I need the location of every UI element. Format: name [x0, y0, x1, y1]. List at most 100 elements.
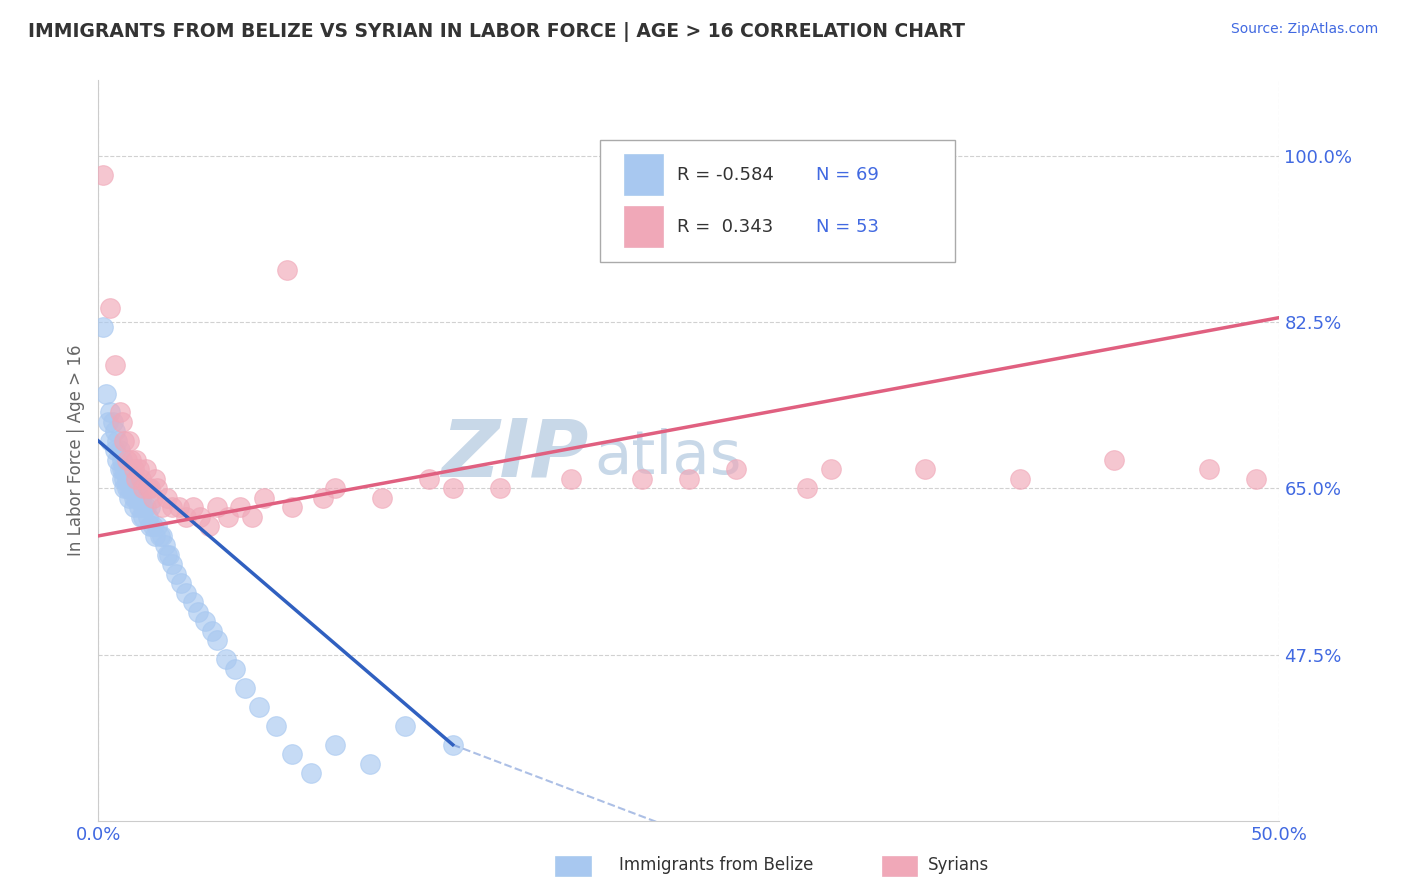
Point: [188, 509, 211, 524]
Point: [359, 756, 381, 771]
Point: [187, 605, 209, 619]
Point: [247, 699, 270, 714]
Point: [108, 443, 131, 458]
FancyBboxPatch shape: [600, 139, 955, 261]
Point: [156, 548, 179, 562]
Point: [128, 462, 150, 476]
Bar: [624, 154, 664, 195]
Point: [240, 509, 263, 524]
Point: [108, 462, 131, 476]
Point: [150, 500, 173, 515]
Point: [253, 491, 276, 505]
Point: [111, 415, 134, 429]
Point: [122, 462, 145, 476]
Point: [91, 168, 114, 182]
Point: [215, 652, 238, 666]
Point: [128, 500, 150, 515]
Point: [1008, 472, 1031, 486]
Point: [1198, 462, 1220, 476]
Point: [135, 500, 157, 515]
Point: [121, 472, 143, 486]
Point: [299, 766, 322, 780]
Point: [104, 425, 127, 439]
Point: [125, 453, 148, 467]
Point: [820, 462, 842, 476]
Point: [139, 519, 162, 533]
Point: [281, 747, 304, 762]
Point: [118, 491, 141, 505]
Point: [112, 462, 135, 476]
Point: [132, 509, 155, 524]
Point: [97, 415, 120, 429]
Point: [157, 548, 180, 562]
Point: [224, 662, 246, 676]
Point: [170, 576, 193, 591]
Point: [160, 558, 183, 572]
Point: [678, 472, 700, 486]
Point: [1244, 472, 1267, 486]
Point: [129, 472, 152, 486]
Y-axis label: In Labor Force | Age > 16: In Labor Force | Age > 16: [66, 344, 84, 557]
Point: [312, 491, 335, 505]
Point: [264, 719, 287, 733]
Point: [115, 482, 138, 496]
Point: [129, 491, 152, 505]
Point: [125, 472, 148, 486]
Point: [156, 491, 179, 505]
Point: [233, 681, 256, 695]
Point: [142, 491, 165, 505]
Point: [205, 500, 228, 515]
Point: [108, 405, 131, 419]
Point: [371, 491, 394, 505]
Point: [125, 491, 148, 505]
Point: [111, 462, 134, 476]
Point: [1102, 453, 1125, 467]
Point: [122, 482, 145, 496]
Text: Syrians: Syrians: [928, 856, 990, 874]
Point: [560, 472, 582, 486]
Point: [104, 443, 127, 458]
Point: [198, 519, 221, 533]
Point: [194, 615, 217, 629]
Point: [143, 472, 166, 486]
Text: N = 69: N = 69: [817, 166, 879, 184]
Point: [121, 453, 143, 467]
Point: [139, 482, 162, 496]
Point: [630, 472, 652, 486]
Point: [281, 500, 304, 515]
Text: N = 53: N = 53: [817, 218, 880, 235]
Point: [914, 462, 936, 476]
Point: [115, 472, 138, 486]
Point: [160, 500, 183, 515]
Text: IMMIGRANTS FROM BELIZE VS SYRIAN IN LABOR FORCE | AGE > 16 CORRELATION CHART: IMMIGRANTS FROM BELIZE VS SYRIAN IN LABO…: [28, 22, 965, 42]
Point: [118, 482, 141, 496]
Text: ZIP: ZIP: [441, 415, 589, 493]
Point: [122, 500, 145, 515]
Point: [136, 482, 159, 496]
Point: [323, 738, 346, 752]
Bar: [624, 206, 664, 247]
Point: [112, 472, 135, 486]
Point: [111, 472, 134, 486]
Point: [153, 538, 176, 552]
Text: Source: ZipAtlas.com: Source: ZipAtlas.com: [1230, 22, 1378, 37]
Point: [94, 386, 117, 401]
Point: [115, 453, 138, 467]
Point: [149, 529, 172, 543]
Point: [174, 586, 197, 600]
Point: [132, 500, 155, 515]
Point: [217, 509, 239, 524]
Point: [118, 472, 141, 486]
Text: R =  0.343: R = 0.343: [678, 218, 773, 235]
Point: [112, 482, 135, 496]
Point: [489, 482, 512, 496]
Point: [98, 434, 121, 448]
Point: [201, 624, 224, 638]
Point: [129, 509, 152, 524]
Point: [91, 320, 114, 334]
Point: [105, 434, 128, 448]
Point: [143, 529, 166, 543]
Point: [98, 405, 121, 419]
Point: [121, 482, 143, 496]
Point: [101, 415, 124, 429]
